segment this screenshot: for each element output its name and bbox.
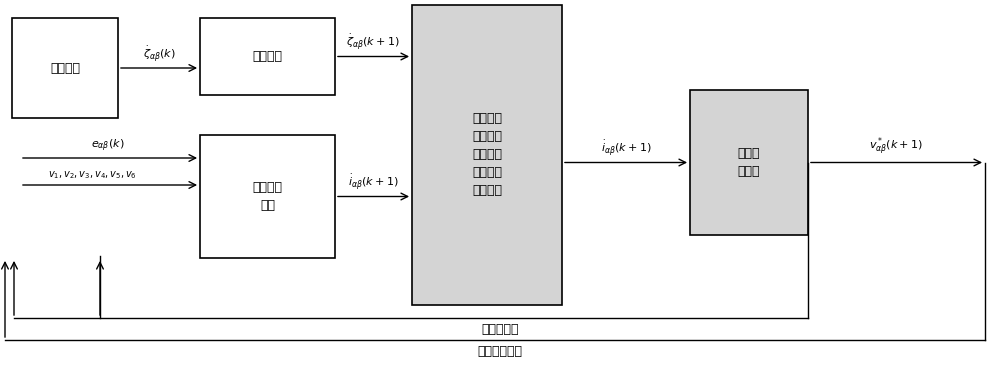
Text: $\dot{\zeta}_{\alpha\beta}(k)$: $\dot{\zeta}_{\alpha\beta}(k)$ [143,44,175,64]
Text: $e_{\alpha\beta}(k)$: $e_{\alpha\beta}(k)$ [91,138,125,154]
Text: 模型预测
控制: 模型预测 控制 [252,181,283,212]
Text: 检测环节: 检测环节 [50,62,80,75]
Text: 预测模块: 预测模块 [252,50,283,63]
Bar [200,18,335,95]
Text: 反馈电压矢量: 反馈电压矢量 [478,345,522,358]
Text: $\dot{i}_{\alpha\beta}(k+1)$: $\dot{i}_{\alpha\beta}(k+1)$ [601,139,651,159]
Bar [12,18,118,118]
Text: 模型预
测控制: 模型预 测控制 [738,147,760,178]
Text: 反馈电流值: 反馈电流值 [481,323,519,336]
Bar [412,5,562,305]
Bar [200,135,335,258]
Text: 价值函数
判断得到
最接近电
流参考值
的电流值: 价值函数 判断得到 最接近电 流参考值 的电流值 [472,113,502,197]
Text: $\dot{\zeta}_{\alpha\beta}(k+1)$: $\dot{\zeta}_{\alpha\beta}(k+1)$ [346,33,400,53]
Text: $v^*_{\alpha\beta}(k+1)$: $v^*_{\alpha\beta}(k+1)$ [869,136,923,159]
Text: $v_1, v_2, v_3, v_4, v_5, v_6$: $v_1, v_2, v_3, v_4, v_5, v_6$ [48,169,136,181]
Bar [690,90,808,235]
Text: $\dot{i}_{\alpha\beta}(k+1)$: $\dot{i}_{\alpha\beta}(k+1)$ [348,173,398,192]
